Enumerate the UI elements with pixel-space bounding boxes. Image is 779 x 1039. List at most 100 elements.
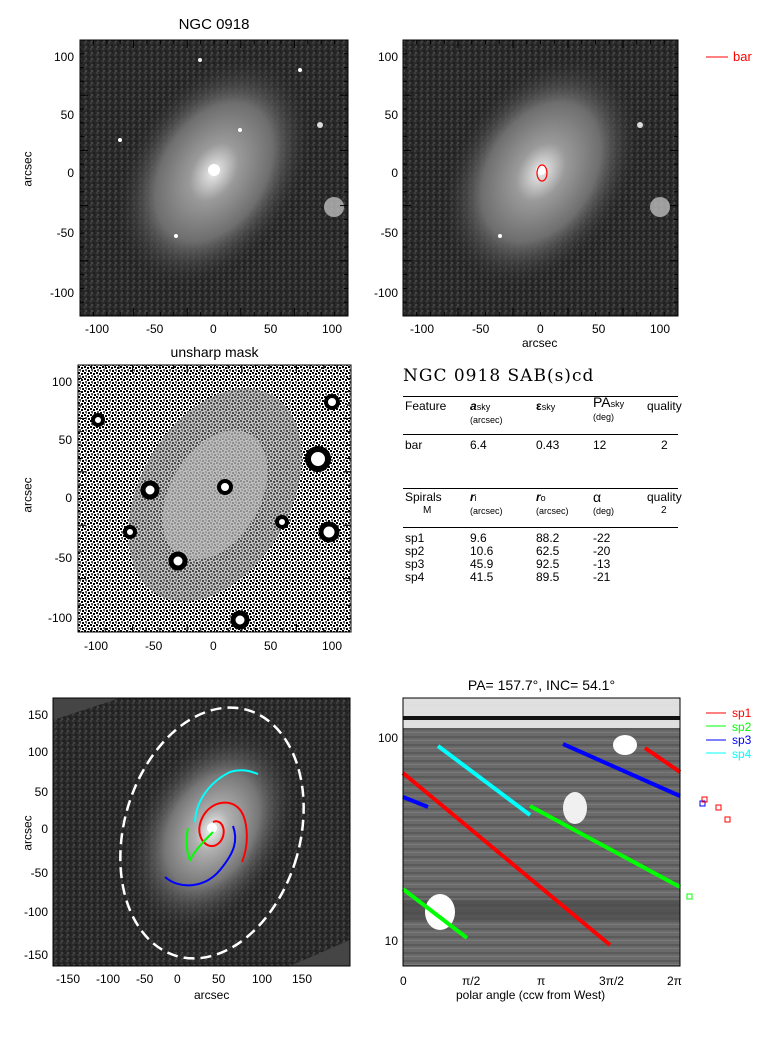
hdr-pa: PAsky (deg) [593,394,625,422]
p5-xtick: 150 [292,972,313,986]
bar-quality: 2 [661,438,668,452]
hdr-eps: εsky [536,399,556,413]
panel2-image [403,40,678,316]
p5-xtick: 100 [252,972,273,986]
panel6-image [401,698,682,966]
hdr-feature: Feature [405,399,447,413]
p1-ytick: 100 [54,50,75,64]
p1-ytick: 50 [60,108,74,122]
p2-ytick: 100 [378,50,399,64]
p3-xtick: -50 [145,639,163,653]
hdr-alpha: α (deg) [593,489,615,516]
sp3-line-a [562,742,681,798]
p1-xtick: 50 [264,322,278,336]
p6-xtick: 0 [400,974,407,988]
p6-ytick: 100 [377,731,398,745]
p1-ytick: -100 [49,286,74,300]
bar-feature: bar [405,438,423,452]
spiral-cell-ri: 45.9 [470,557,494,571]
p6-xtick: π/2 [462,974,481,988]
spiral-cell-ro: 92.5 [536,557,560,571]
spiral-cell-ro: 62.5 [536,544,560,558]
table-rule [403,434,678,435]
sp4-line [436,744,532,817]
sp1-line-b [643,746,682,774]
sp4-arm [194,769,259,823]
p6-ytick: 10 [384,934,398,948]
p2-xtick: -100 [410,322,435,336]
panel3-image [78,365,351,632]
bar-legend-label: bar [733,49,752,64]
hdr-quality2: quality [647,490,682,504]
spiral-cell-alpha: -21 [593,570,611,584]
p5-ytick: -50 [30,866,48,880]
hdr-a: asky (arcsec) [470,399,503,426]
panel3-title: unsharp mask [170,344,259,360]
p3-ytick: -50 [54,551,72,565]
sp2-arm [185,827,214,863]
spiral-cell-name: sp4 [405,570,425,584]
p5-xtick: -150 [56,972,81,986]
p2-ytick: -50 [380,226,398,240]
legend-sp4: sp4 [732,746,752,761]
legend-sp2: sp2 [732,719,752,734]
p2-xtick: 0 [537,322,544,336]
p5-ytick: -100 [23,905,48,919]
p5-ytick: 0 [41,822,48,836]
p2-ytick: -100 [373,286,398,300]
p6-xtick: 2π [667,974,682,988]
bar-a: 6.4 [470,438,487,452]
sp1-line-a [401,771,612,947]
p5-ytick: -150 [23,948,48,962]
p3-ytick: 0 [65,491,72,505]
table-title: NGC 0918 SAB(s)cd [403,366,595,386]
bar-eps: 0.43 [536,438,560,452]
p2-ytick: 0 [391,166,398,180]
panel6-xlabel: polar angle (ccw from West) [456,988,606,1002]
p5-xtick: 0 [174,972,181,986]
table-rule [403,527,678,528]
p1-ytick: -50 [56,226,74,240]
table-rule [403,488,678,489]
p6-xtick: π [537,974,546,988]
hdr-ro: ro (arcsec) [536,490,569,517]
panel2-xlabel: arcsec [522,336,558,350]
spiral-cell-ro: 89.5 [536,570,560,584]
panel6-title: PA= 157.7°, INC= 54.1° [467,677,616,693]
p3-ytick: 100 [52,375,73,389]
p3-xtick: 50 [264,639,278,653]
panel1-ylabel: arcsec [20,151,35,187]
sp3-line-b [402,795,429,809]
spiral-cell-alpha: -20 [593,544,611,558]
hdr-spirals: Spirals [405,490,442,504]
panel1-image [80,40,348,316]
hdr-quality2-val: 2 [661,505,667,516]
p3-xtick: -100 [84,639,109,653]
spiral-cell-ro: 88.2 [536,531,560,545]
table-rule [403,396,678,397]
p1-ytick: 0 [67,166,74,180]
p1-xtick: -100 [85,322,110,336]
sp2-line-b [401,887,469,940]
p5-xtick: 50 [212,972,226,986]
legend-sp3: sp3 [732,733,752,747]
p1-xtick: 100 [322,322,343,336]
hdr-m: M [423,505,432,516]
spiral-cell-ri: 10.6 [470,544,494,558]
sp1-arm [198,801,248,863]
p5-ytick: 150 [27,708,48,722]
spiral-cell-ri: 9.6 [470,531,487,545]
outer-ellipse [119,706,305,960]
panel5-image [53,698,350,966]
p1-xtick: -50 [146,322,164,336]
spiral-cell-alpha: -22 [593,531,611,545]
p5-xtick: -100 [96,972,121,986]
hdr-quality: quality [647,399,682,413]
panel3-ylabel: arcsec [20,477,35,513]
sp2-line-a [529,804,681,889]
legend-sp1: sp1 [732,706,752,720]
spiral-cell-name: sp2 [405,544,425,558]
sp3-arm [164,825,237,887]
p6-xtick: 3π/2 [599,974,624,988]
